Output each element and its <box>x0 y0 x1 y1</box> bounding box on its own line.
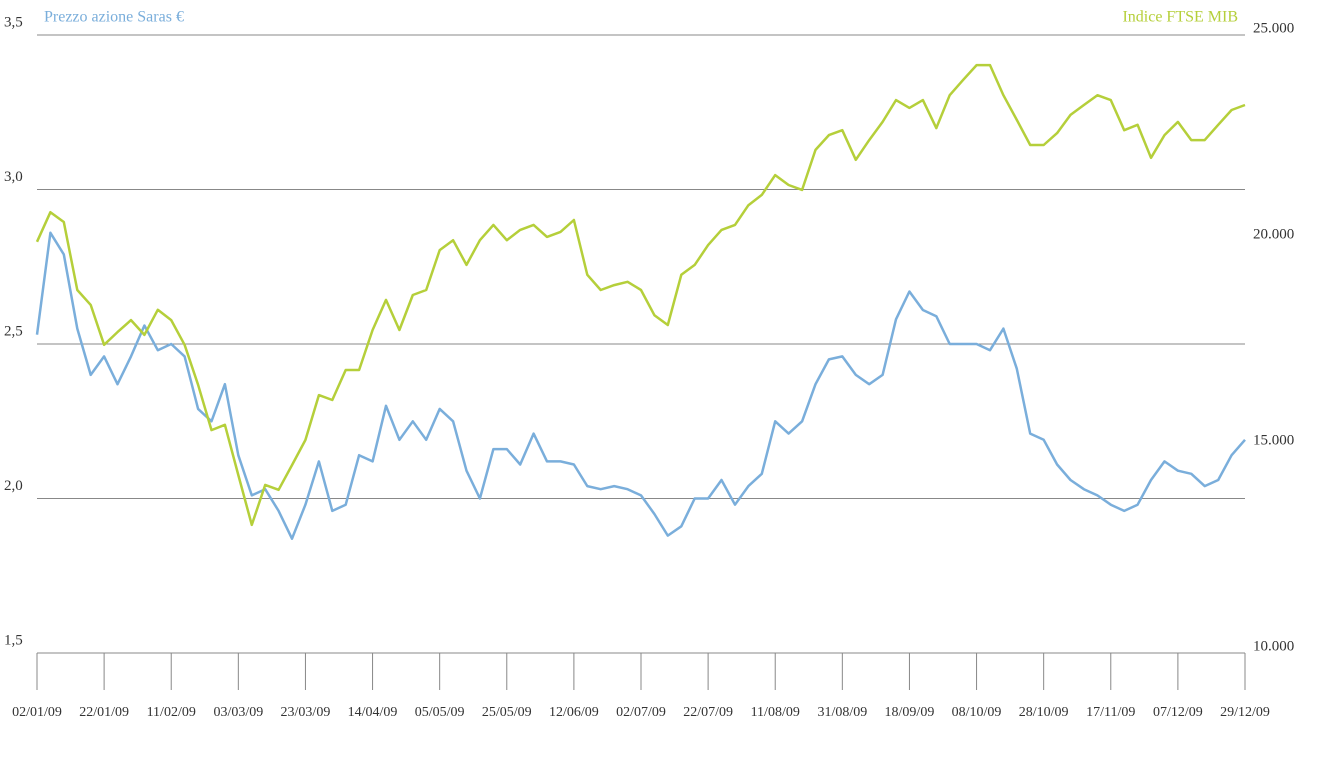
x-tick-label: 28/10/09 <box>1019 705 1069 720</box>
x-tick-label: 22/07/09 <box>683 705 733 720</box>
x-tick-label: 22/01/09 <box>79 705 129 720</box>
x-tick-label: 05/05/09 <box>415 705 465 720</box>
x-tick-label: 18/09/09 <box>885 705 935 720</box>
x-tick-label: 02/07/09 <box>616 705 666 720</box>
y2-tick-label: 10.000 <box>1253 638 1294 654</box>
x-tick-label: 31/08/09 <box>817 705 867 720</box>
x-tick-label: 03/03/09 <box>213 705 263 720</box>
x-tick-label: 29/12/09 <box>1220 705 1270 720</box>
y2-tick-label: 25.000 <box>1253 20 1294 36</box>
y-tick-label: 1,5 <box>4 632 23 648</box>
x-tick-label: 08/10/09 <box>952 705 1002 720</box>
legend-label: Indice FTSE MIB <box>1122 9 1238 26</box>
y2-tick-label: 15.000 <box>1253 432 1294 448</box>
series-line <box>35 231 1246 540</box>
x-tick-label: 11/02/09 <box>147 705 196 720</box>
series-line <box>35 63 1246 527</box>
y-tick-label: 2,0 <box>4 478 23 494</box>
y2-tick-label: 20.000 <box>1253 226 1294 242</box>
x-tick-label: 07/12/09 <box>1153 705 1203 720</box>
x-tick-label: 02/01/09 <box>12 705 62 720</box>
x-tick-label: 17/11/09 <box>1086 705 1135 720</box>
x-tick-label: 11/08/09 <box>751 705 800 720</box>
x-tick-label: 25/05/09 <box>482 705 532 720</box>
y-tick-label: 3,5 <box>4 14 23 30</box>
x-tick-label: 12/06/09 <box>549 705 599 720</box>
y-tick-label: 2,5 <box>4 323 23 339</box>
legend-label: Prezzo azione Saras € <box>44 9 184 26</box>
x-tick-label: 23/03/09 <box>281 705 331 720</box>
x-tick-label: 14/04/09 <box>348 705 398 720</box>
y-tick-label: 3,0 <box>4 169 23 185</box>
